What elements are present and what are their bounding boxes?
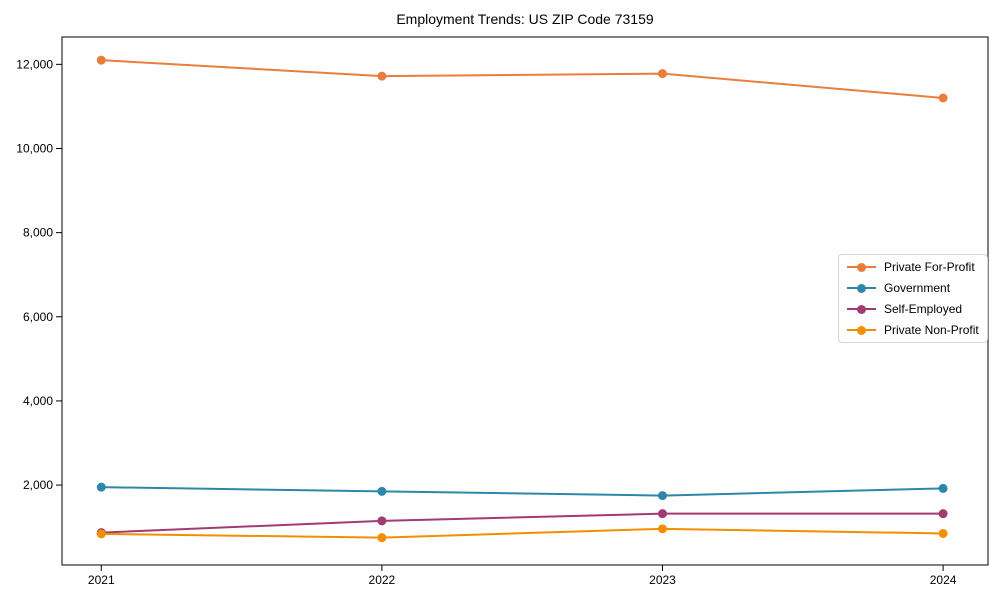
legend-line-marker-icon bbox=[847, 283, 876, 293]
legend-item: Self-Employed bbox=[847, 301, 979, 317]
series-line-private-for-profit bbox=[101, 59, 944, 100]
data-point bbox=[657, 524, 667, 534]
data-point bbox=[657, 69, 667, 79]
data-point bbox=[938, 528, 948, 538]
data-point bbox=[96, 529, 106, 539]
y-axis-tick-label: 4,000 bbox=[23, 394, 53, 408]
legend-item: Private Non-Profit bbox=[847, 322, 979, 338]
y-axis-tick-label: 10,000 bbox=[16, 141, 53, 155]
x-axis-tick-label: 2024 bbox=[930, 573, 957, 587]
x-axis-tick-label: 2023 bbox=[649, 573, 676, 587]
data-point bbox=[377, 516, 387, 526]
data-point bbox=[377, 71, 387, 81]
data-point bbox=[96, 55, 106, 65]
y-axis-tick-label: 8,000 bbox=[23, 226, 53, 240]
data-point bbox=[377, 486, 387, 496]
data-point bbox=[96, 482, 106, 492]
legend-line-marker-icon bbox=[847, 304, 876, 314]
legend: Private For-Profit Government Self-Employe… bbox=[838, 254, 988, 343]
data-point bbox=[938, 483, 948, 493]
data-point bbox=[938, 509, 948, 519]
legend-line-marker-icon bbox=[847, 325, 876, 335]
legend-line-marker-icon bbox=[847, 262, 876, 272]
legend-label: Government bbox=[884, 281, 951, 295]
legend-label: Private For-Profit bbox=[884, 260, 975, 274]
plot-frame bbox=[61, 36, 989, 566]
legend-label: Self-Employed bbox=[884, 302, 963, 316]
y-axis-tick-label: 2,000 bbox=[23, 478, 53, 492]
series-line-self-employed bbox=[101, 512, 944, 534]
chart-title: Employment Trends: US ZIP Code 73159 bbox=[396, 11, 654, 27]
y-axis-tick-label: 6,000 bbox=[23, 310, 53, 324]
series-line-government bbox=[101, 486, 944, 497]
y-axis-tick-label: 12,000 bbox=[16, 57, 53, 71]
data-point bbox=[938, 93, 948, 103]
legend-item: Private For-Profit bbox=[847, 259, 979, 275]
x-axis-tick-label: 2022 bbox=[369, 573, 396, 587]
data-point bbox=[377, 533, 387, 543]
data-point bbox=[657, 491, 667, 501]
x-axis-tick-label: 2021 bbox=[88, 573, 115, 587]
legend-label: Private Non-Profit bbox=[884, 323, 979, 337]
legend-item: Government bbox=[847, 280, 979, 296]
series-line-private-non-profit bbox=[101, 527, 944, 539]
data-point bbox=[657, 509, 667, 519]
